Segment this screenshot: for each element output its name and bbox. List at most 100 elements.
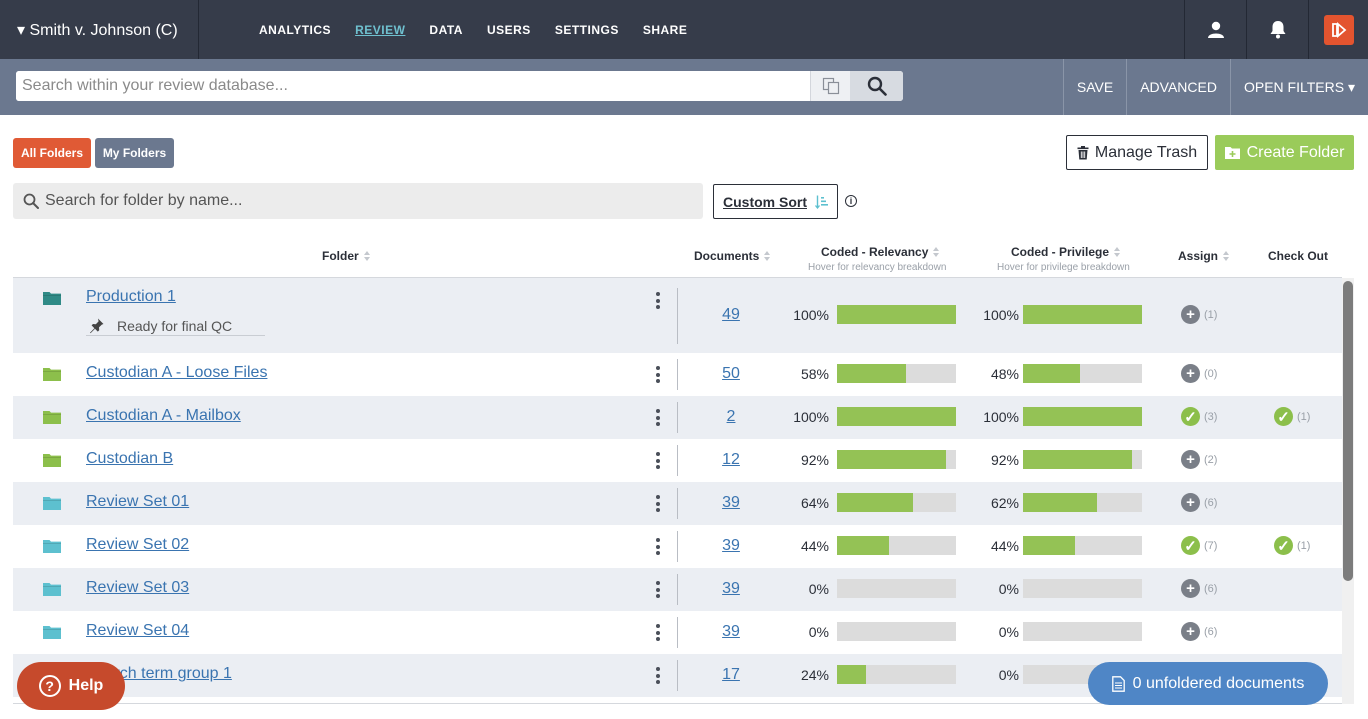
document-count-link[interactable]: 39 bbox=[722, 580, 740, 597]
relevancy-bar-fill bbox=[837, 493, 914, 512]
copy-search-button[interactable] bbox=[810, 71, 850, 101]
privilege-bar[interactable] bbox=[1023, 364, 1142, 383]
privilege-bar[interactable] bbox=[1023, 493, 1142, 512]
folder-search-input[interactable] bbox=[45, 192, 685, 210]
review-search-input[interactable] bbox=[16, 71, 810, 101]
document-count-link[interactable]: 17 bbox=[722, 666, 740, 683]
relevancy-bar[interactable] bbox=[837, 450, 956, 469]
nav-share[interactable]: SHARE bbox=[642, 22, 688, 37]
assign-button[interactable]: ✓ (3) bbox=[1181, 407, 1217, 426]
column-header-assign[interactable]: Assign bbox=[1178, 249, 1230, 263]
notifications-button[interactable] bbox=[1246, 0, 1308, 59]
nav-analytics[interactable]: ANALYTICS bbox=[259, 22, 332, 37]
privilege-bar[interactable] bbox=[1023, 407, 1142, 426]
privilege-bar[interactable] bbox=[1023, 622, 1142, 641]
document-count-link[interactable]: 2 bbox=[726, 408, 736, 425]
create-folder-button[interactable]: Create Folder bbox=[1215, 135, 1354, 170]
row-actions-menu[interactable] bbox=[656, 495, 660, 512]
nav-users[interactable]: USERS bbox=[486, 22, 531, 37]
document-count-link[interactable]: 12 bbox=[722, 451, 740, 468]
info-icon[interactable]: i bbox=[845, 195, 857, 207]
row-actions-menu[interactable] bbox=[656, 581, 660, 598]
table-row[interactable]: Review Set 03 39 0% 0% + (6) bbox=[13, 568, 1342, 611]
privilege-bar[interactable] bbox=[1023, 450, 1142, 469]
relevancy-bar[interactable] bbox=[837, 622, 956, 641]
column-header-assign-label: Assign bbox=[1178, 249, 1219, 263]
table-row[interactable]: Review Set 02 39 44% 44% ✓ (7) ✓ (1) bbox=[13, 525, 1342, 568]
assign-button[interactable]: + (0) bbox=[1181, 364, 1217, 383]
table-row[interactable]: Custodian A - Mailbox 2 100% 100% ✓ (3) ✓ (1) bbox=[13, 396, 1342, 439]
row-actions-menu[interactable] bbox=[656, 667, 660, 684]
row-actions-menu[interactable] bbox=[656, 292, 660, 309]
folder-name-link[interactable]: Review Set 03 bbox=[86, 579, 190, 596]
bell-icon bbox=[1270, 21, 1285, 39]
help-label: Help bbox=[68, 677, 104, 694]
folder-name-link[interactable]: Production 1 bbox=[86, 288, 176, 305]
document-count-link[interactable]: 49 bbox=[722, 306, 740, 323]
table-row[interactable]: Review Set 01 39 64% 62% + (6) bbox=[13, 482, 1342, 525]
assign-button[interactable]: + (6) bbox=[1181, 493, 1217, 512]
nav-settings[interactable]: SETTINGS bbox=[554, 22, 619, 37]
folder-name-link[interactable]: Review Set 02 bbox=[86, 536, 190, 553]
assign-button[interactable]: ✓ (7) bbox=[1181, 536, 1217, 555]
privilege-bar[interactable] bbox=[1023, 536, 1142, 555]
assign-button[interactable]: + (6) bbox=[1181, 579, 1217, 598]
relevancy-bar[interactable] bbox=[837, 579, 956, 598]
checkout-count: (1) bbox=[1297, 539, 1311, 552]
checkout-status[interactable]: ✓ (1) bbox=[1274, 536, 1310, 555]
relevancy-bar[interactable] bbox=[837, 407, 956, 426]
folder-name-link[interactable]: Custodian A - Mailbox bbox=[86, 407, 241, 424]
nav-review[interactable]: REVIEW bbox=[355, 22, 406, 37]
checkout-status[interactable]: ✓ (1) bbox=[1274, 407, 1310, 426]
folder-name-link[interactable]: Review Set 04 bbox=[86, 622, 190, 639]
relevancy-bar[interactable] bbox=[837, 364, 956, 383]
document-count-link[interactable]: 39 bbox=[722, 623, 740, 640]
all-folders-button[interactable]: All Folders bbox=[13, 138, 91, 168]
table-row[interactable]: Production 1 Ready for final QC 49 100% 100%… bbox=[13, 278, 1342, 353]
nav-data[interactable]: DATA bbox=[429, 22, 463, 37]
privilege-bar[interactable] bbox=[1023, 579, 1142, 598]
column-divider bbox=[677, 288, 678, 344]
privilege-bar[interactable] bbox=[1023, 305, 1142, 324]
advanced-search-button[interactable]: ADVANCED bbox=[1126, 59, 1230, 115]
row-actions-menu[interactable] bbox=[656, 538, 660, 555]
folder-name-link[interactable]: Review Set 01 bbox=[86, 493, 190, 510]
assign-button[interactable]: + (6) bbox=[1181, 622, 1217, 641]
column-header-relevancy[interactable]: Coded - Relevancy bbox=[821, 245, 940, 259]
row-actions-menu[interactable] bbox=[656, 409, 660, 426]
relevancy-bar[interactable] bbox=[837, 536, 956, 555]
table-row[interactable]: Review Set 04 39 0% 0% + (6) bbox=[13, 611, 1342, 654]
search-submit-button[interactable] bbox=[850, 71, 903, 101]
relevancy-bar[interactable] bbox=[837, 305, 956, 324]
open-filters-button[interactable]: OPEN FILTERS ▾ bbox=[1229, 59, 1368, 115]
document-count-link[interactable]: 39 bbox=[722, 494, 740, 511]
save-search-button[interactable]: SAVE bbox=[1062, 59, 1126, 115]
relevancy-bar[interactable] bbox=[837, 665, 956, 684]
folder-name-link[interactable]: Custodian B bbox=[86, 450, 174, 467]
assign-button[interactable]: + (1) bbox=[1181, 305, 1217, 324]
case-selector[interactable]: ▾ Smith v. Johnson (C) bbox=[0, 0, 199, 59]
custom-sort-button[interactable]: Custom Sort bbox=[713, 184, 838, 219]
column-header-documents[interactable]: Documents bbox=[694, 249, 771, 263]
document-count-link[interactable]: 50 bbox=[722, 365, 740, 382]
column-header-folder[interactable]: Folder bbox=[322, 249, 370, 263]
folder-name-link[interactable]: Custodian A - Loose Files bbox=[86, 364, 268, 381]
row-actions-menu[interactable] bbox=[656, 452, 660, 469]
row-actions-menu[interactable] bbox=[656, 624, 660, 641]
scrollbar-thumb[interactable] bbox=[1343, 281, 1353, 581]
my-folders-button[interactable]: My Folders bbox=[95, 138, 174, 168]
help-button[interactable]: ? Help bbox=[17, 662, 125, 710]
document-count-link[interactable]: 39 bbox=[722, 537, 740, 554]
row-actions-menu[interactable] bbox=[656, 366, 660, 383]
app-logo[interactable] bbox=[1308, 0, 1368, 59]
unfoldered-documents-button[interactable]: 0 unfoldered documents bbox=[1088, 662, 1328, 705]
folder-note: Ready for final QC bbox=[86, 316, 265, 336]
relevancy-bar-fill bbox=[837, 305, 956, 324]
user-menu-button[interactable] bbox=[1184, 0, 1246, 59]
column-header-privilege[interactable]: Coded - Privilege bbox=[1011, 245, 1121, 259]
table-row[interactable]: Custodian B 12 92% 92% + (2) bbox=[13, 439, 1342, 482]
manage-trash-button[interactable]: Manage Trash bbox=[1066, 135, 1208, 170]
relevancy-bar[interactable] bbox=[837, 493, 956, 512]
table-row[interactable]: Custodian A - Loose Files 50 58% 48% + (0) bbox=[13, 353, 1342, 396]
assign-button[interactable]: + (2) bbox=[1181, 450, 1217, 469]
